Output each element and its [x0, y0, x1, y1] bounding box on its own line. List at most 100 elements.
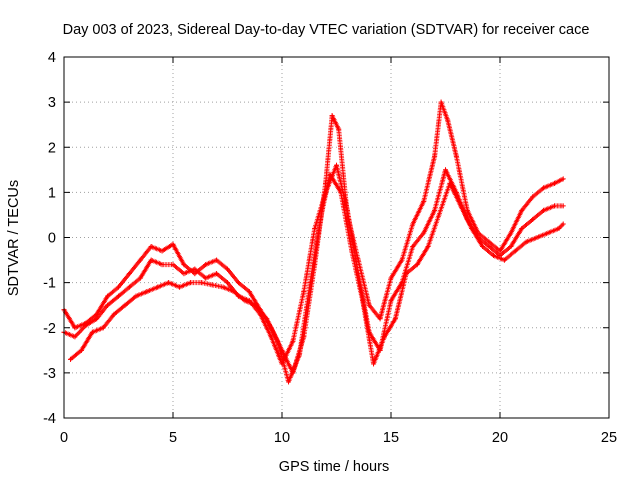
data-point — [264, 316, 270, 322]
data-point — [497, 248, 503, 254]
data-point — [552, 203, 557, 209]
data-point — [89, 329, 95, 335]
data-point — [94, 316, 100, 322]
data-point — [334, 162, 339, 168]
data-point — [360, 298, 366, 304]
data-point — [344, 207, 350, 213]
x-tick-label: 5 — [169, 430, 177, 446]
y-tick-label: 2 — [48, 140, 56, 156]
data-point — [371, 361, 377, 367]
y-tick-label: -3 — [43, 366, 56, 382]
data-point — [329, 113, 335, 119]
tick-labels: -4 -3 -2 -1 0 1 2 3 4 0 5 10 15 20 25 — [43, 50, 617, 446]
data-point — [155, 284, 161, 290]
data-point — [105, 293, 111, 299]
data-point — [541, 207, 547, 213]
data-point — [181, 271, 187, 277]
data-point — [458, 203, 464, 209]
data-point — [242, 298, 248, 304]
data-point — [203, 275, 209, 281]
data-point — [137, 275, 143, 281]
data-point — [235, 280, 241, 286]
data-point — [534, 235, 540, 240]
data-point — [425, 244, 431, 250]
data-point — [464, 207, 470, 213]
data-point — [111, 311, 117, 317]
data-point — [421, 230, 427, 236]
data-point — [209, 282, 215, 288]
data-point — [198, 280, 204, 286]
data-point — [192, 271, 198, 277]
data-point — [159, 248, 165, 254]
data-point — [214, 257, 220, 263]
y-axis-label: SDTVAR / TECUs — [6, 180, 22, 296]
data-point — [432, 207, 438, 213]
data-point — [403, 271, 409, 277]
x-tick-label: 25 — [601, 430, 617, 446]
data-point — [560, 221, 566, 227]
data-point — [296, 352, 302, 358]
data-point — [72, 334, 78, 340]
data-point — [388, 298, 394, 304]
data-point — [181, 262, 187, 268]
data-point — [225, 266, 230, 272]
data-point — [519, 207, 525, 213]
data-point — [381, 334, 387, 340]
data-point — [560, 176, 566, 182]
data-marks — [61, 99, 566, 385]
data-point — [560, 203, 566, 209]
data-point — [490, 253, 496, 259]
data-point — [220, 284, 226, 290]
data-point — [436, 212, 442, 218]
data-point — [137, 257, 143, 263]
data-point — [116, 293, 121, 299]
data-point — [100, 325, 106, 331]
data-point — [203, 262, 209, 268]
data-point — [225, 280, 230, 286]
data-point — [78, 347, 84, 353]
grid-lines — [64, 57, 609, 418]
x-tick-label: 20 — [492, 430, 508, 446]
series-3 — [68, 171, 566, 385]
data-point — [126, 271, 132, 277]
data-point — [126, 284, 132, 290]
y-tick-label: -4 — [43, 411, 56, 427]
data-point — [508, 244, 514, 250]
data-point — [83, 322, 89, 328]
data-point — [159, 262, 165, 268]
data-point — [68, 356, 74, 362]
data-point — [530, 216, 536, 222]
x-tick-label: 0 — [60, 430, 68, 446]
x-tick-label: 10 — [274, 430, 290, 446]
data-point — [556, 225, 562, 231]
x-tick-label: 15 — [383, 430, 399, 446]
data-point — [170, 262, 176, 268]
data-point — [144, 289, 150, 295]
y-tick-label: -1 — [43, 276, 56, 292]
data-point — [377, 316, 383, 322]
chart-title: Day 003 of 2023, Sidereal Day-to-day VTE… — [63, 22, 590, 38]
y-tick-label: 0 — [48, 231, 56, 247]
data-point — [307, 280, 313, 286]
y-tick-label: 4 — [48, 50, 56, 66]
data-point — [445, 117, 451, 123]
data-point — [246, 289, 252, 295]
data-point — [349, 248, 355, 254]
data-point — [105, 302, 111, 308]
data-point — [410, 244, 416, 250]
data-point — [552, 180, 557, 186]
data-point — [301, 289, 307, 295]
data-point — [214, 271, 220, 277]
data-point — [392, 316, 398, 322]
x-axis-label: GPS time / hours — [279, 459, 389, 475]
data-point — [512, 248, 518, 254]
data-point — [438, 99, 444, 105]
data-point — [469, 225, 475, 231]
data-point — [545, 230, 551, 236]
data-point — [421, 198, 427, 204]
data-point — [486, 244, 492, 250]
y-tick-label: 1 — [48, 185, 56, 201]
y-tick-label: -2 — [43, 321, 56, 337]
data-point — [338, 189, 344, 195]
